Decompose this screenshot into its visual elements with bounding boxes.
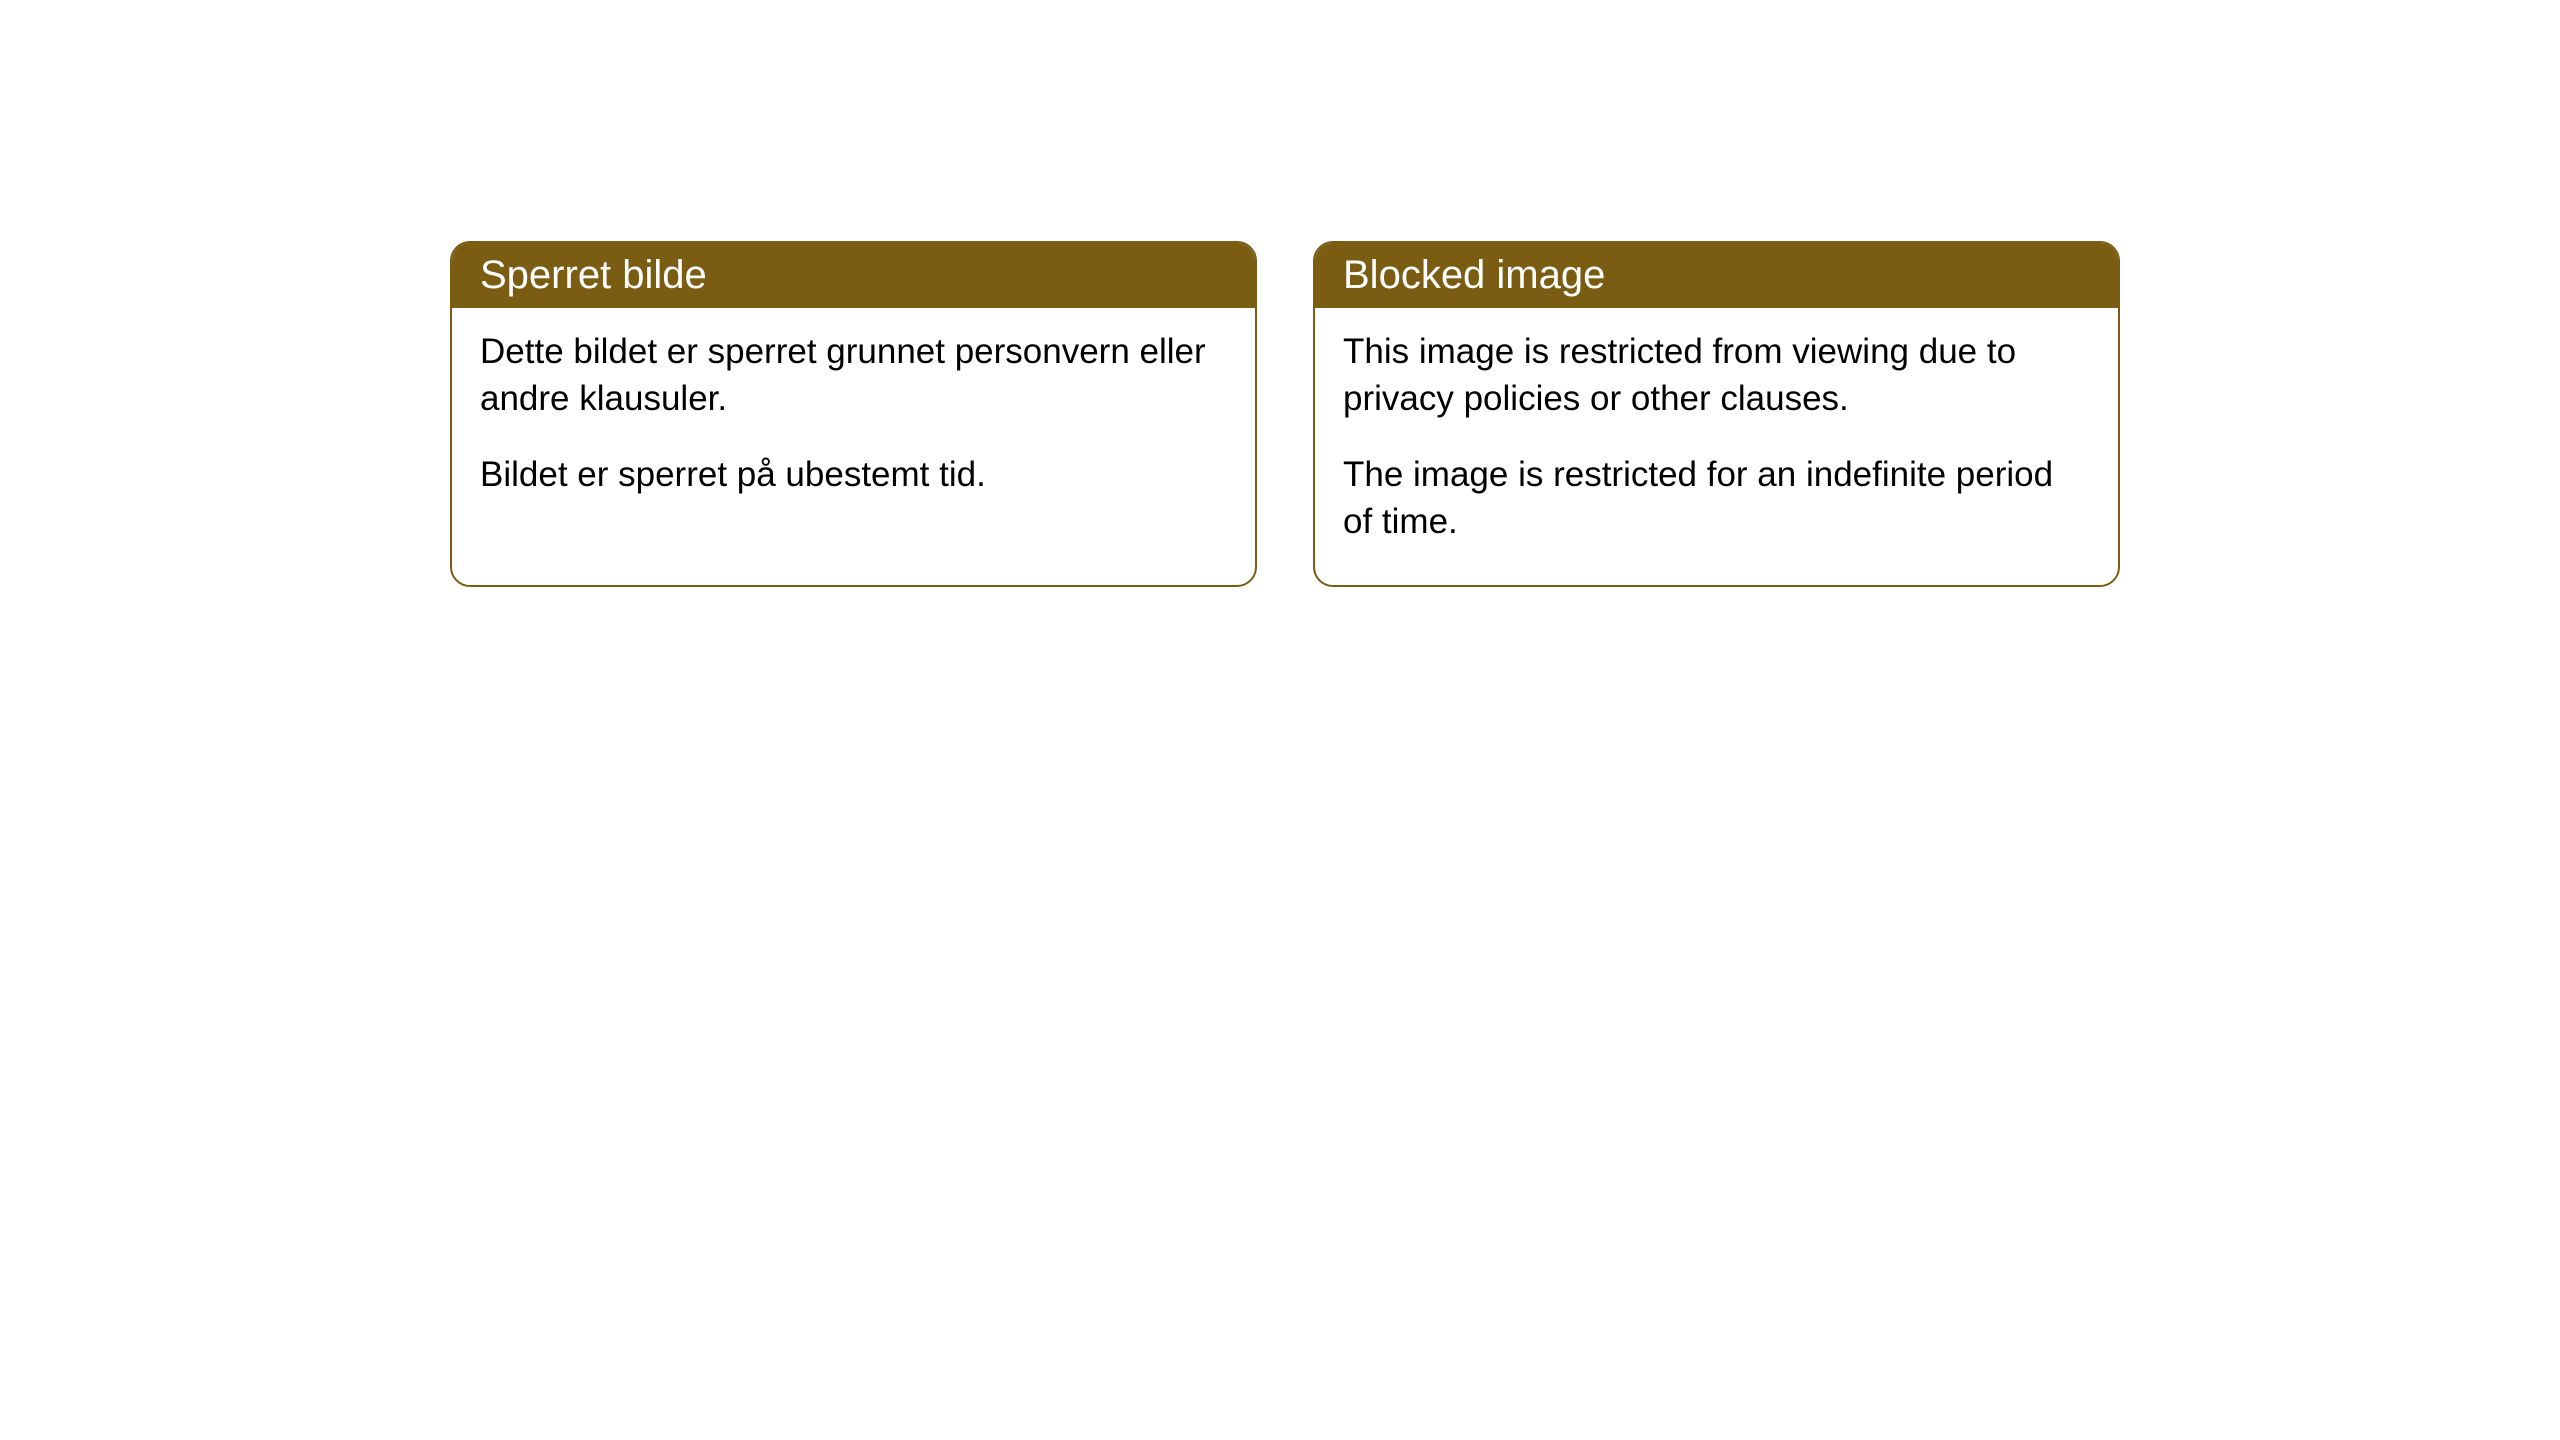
card-title: Sperret bilde xyxy=(480,253,707,297)
notice-card-english: Blocked image This image is restricted f… xyxy=(1313,241,2120,587)
notice-cards-container: Sperret bilde Dette bildet er sperret gr… xyxy=(450,241,2120,587)
card-header-norwegian: Sperret bilde xyxy=(452,243,1255,308)
card-title: Blocked image xyxy=(1343,253,1605,297)
card-paragraph-1: This image is restricted from viewing du… xyxy=(1343,328,2090,423)
card-paragraph-2: Bildet er sperret på ubestemt tid. xyxy=(480,451,1227,498)
notice-card-norwegian: Sperret bilde Dette bildet er sperret gr… xyxy=(450,241,1257,587)
card-header-english: Blocked image xyxy=(1315,243,2118,308)
card-body-norwegian: Dette bildet er sperret grunnet personve… xyxy=(452,308,1255,538)
card-paragraph-2: The image is restricted for an indefinit… xyxy=(1343,451,2090,546)
card-paragraph-1: Dette bildet er sperret grunnet personve… xyxy=(480,328,1227,423)
card-body-english: This image is restricted from viewing du… xyxy=(1315,308,2118,585)
